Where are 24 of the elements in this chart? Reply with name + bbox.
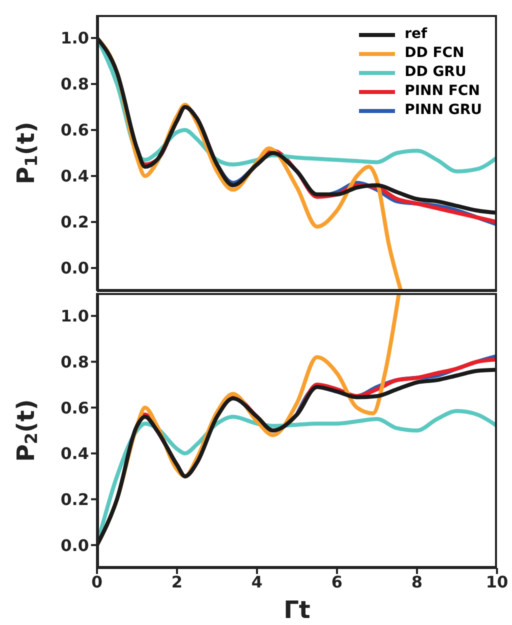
y-tick-label: 0.8 <box>60 352 89 372</box>
y-tick-label: 0.4 <box>60 444 89 464</box>
x-tick-label: 0 <box>91 572 103 592</box>
y-tick-label: 0.6 <box>60 398 89 418</box>
legend-label: PINN FCN <box>404 82 480 101</box>
y-tick-label: 1.0 <box>60 306 89 326</box>
x-axis-title: Γt <box>284 596 310 624</box>
x-tick-label: 6 <box>331 572 343 592</box>
y-tick-label: 0.4 <box>60 166 89 186</box>
y-tick-label: 0.6 <box>60 120 89 140</box>
legend-label: PINN GRU <box>404 101 482 120</box>
x-tick-label: 4 <box>251 572 263 592</box>
legend-label: DD FCN <box>404 44 464 63</box>
y-tick-label: 0.2 <box>60 212 89 232</box>
y-tick-label: 0.0 <box>60 258 89 278</box>
y-tick-label: 1.0 <box>60 28 89 48</box>
x-tick-label: 8 <box>411 572 423 592</box>
y-tick-label: 0.0 <box>60 536 89 555</box>
legend-label: DD GRU <box>404 63 466 82</box>
y-tick-label: 0.2 <box>60 490 89 509</box>
x-tick-label: 10 <box>486 572 508 592</box>
x-tick-label: 2 <box>171 572 183 592</box>
y-tick-label: 0.8 <box>60 74 89 94</box>
legend-label: ref <box>404 25 428 44</box>
